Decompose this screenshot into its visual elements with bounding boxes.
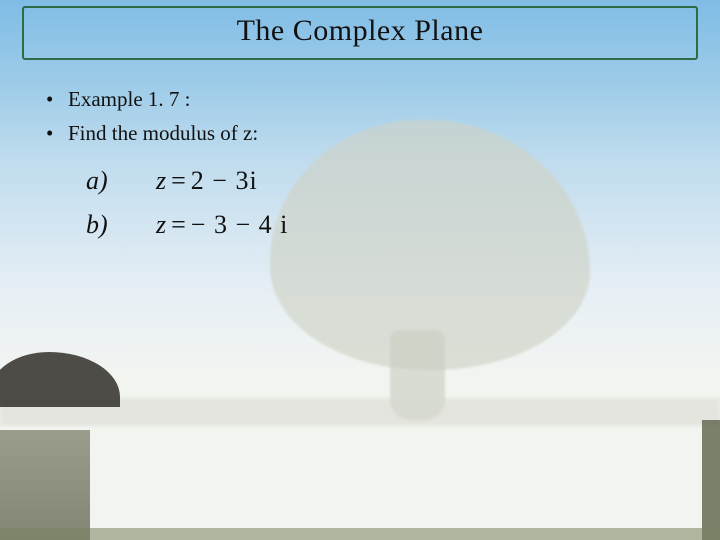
slide: The Complex Plane • Example 1. 7 : • Fin…	[0, 0, 720, 540]
bullet-text: Find the modulus of z:	[68, 118, 258, 148]
bullet-dot-icon: •	[46, 118, 68, 148]
title-box: The Complex Plane	[22, 6, 698, 60]
slide-title: The Complex Plane	[34, 14, 686, 48]
equation-row: b) z=− 3 − 4 i	[86, 210, 288, 240]
bg-foreground-right	[702, 420, 720, 540]
bullet-dot-icon: •	[46, 84, 68, 114]
body-area: • Example 1. 7 : • Find the modulus of z…	[46, 84, 680, 153]
bullet-item: • Find the modulus of z:	[46, 118, 680, 148]
bg-hill-left	[0, 352, 120, 407]
equation-label: b)	[86, 210, 156, 240]
bullet-item: • Example 1. 7 :	[46, 84, 680, 114]
equation-expression: z=2 − 3i	[156, 166, 258, 196]
bg-grass-strip	[0, 528, 720, 540]
bg-foreground-left	[0, 430, 90, 540]
equation-block: a) z=2 − 3i b) z=− 3 − 4 i	[86, 166, 288, 254]
equation-row: a) z=2 − 3i	[86, 166, 288, 196]
equation-label: a)	[86, 166, 156, 196]
bullet-text: Example 1. 7 :	[68, 84, 190, 114]
equation-expression: z=− 3 − 4 i	[156, 210, 288, 240]
